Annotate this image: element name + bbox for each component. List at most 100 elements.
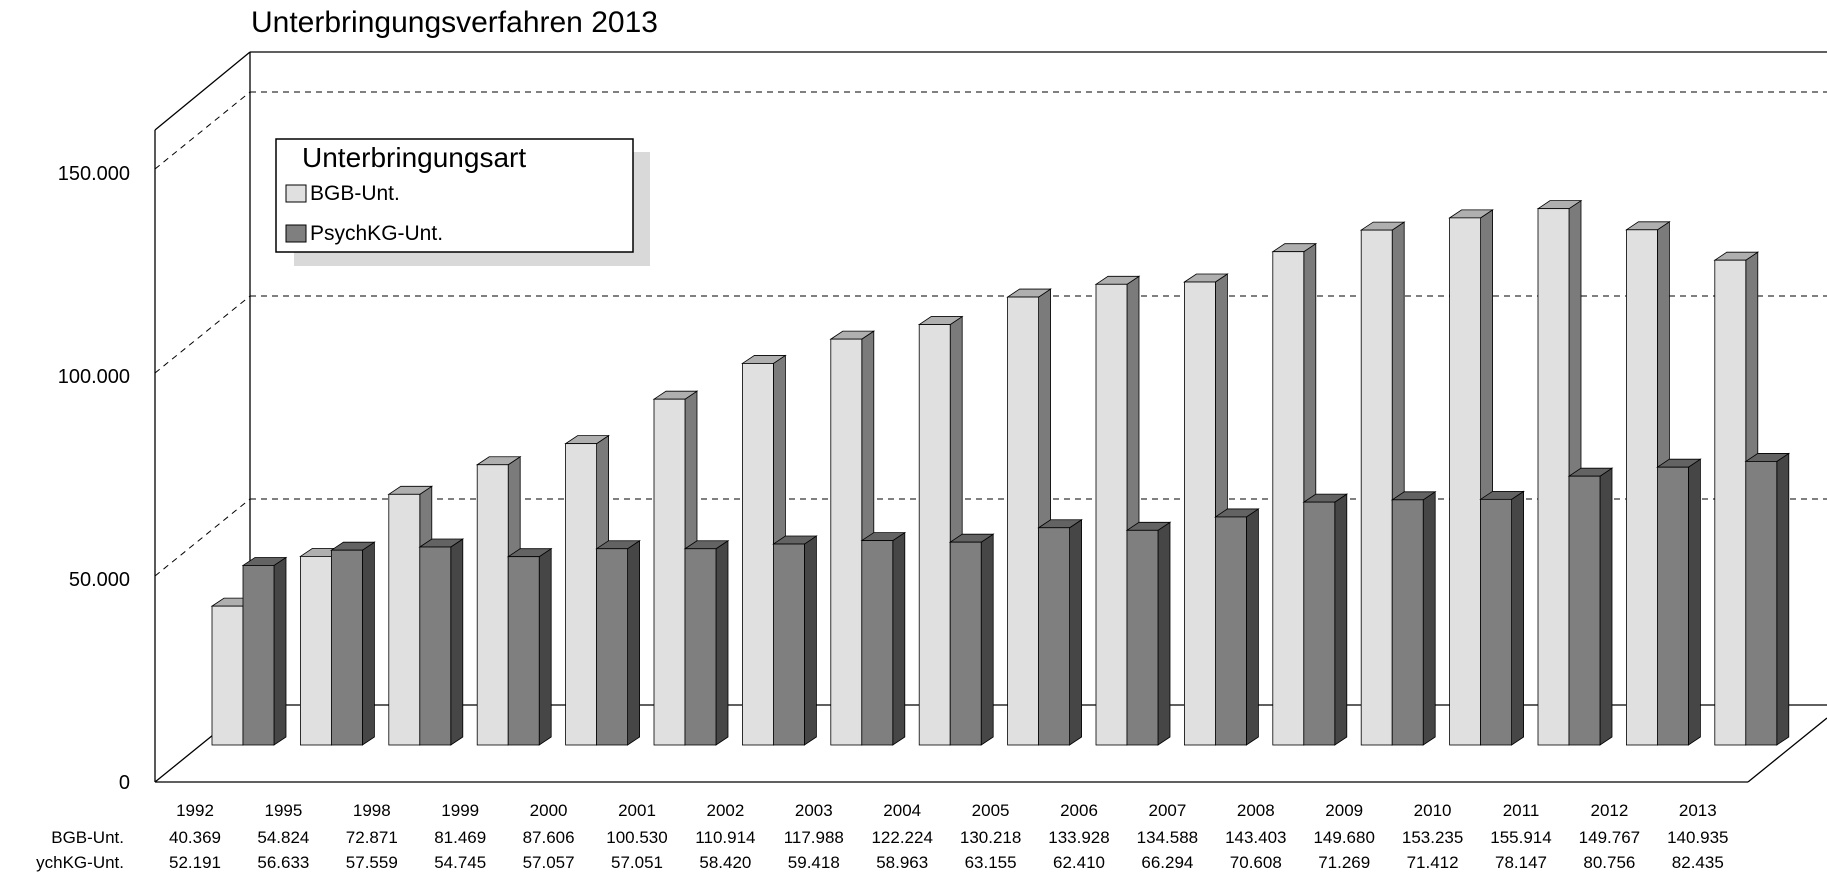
bar-psychkg-2010: [1479, 490, 1525, 746]
table-value: 57.057: [523, 853, 575, 872]
bar-side: [1776, 452, 1790, 746]
table-value: 133.928: [1048, 828, 1109, 847]
bar-front: [1038, 527, 1070, 746]
bar-psychkg-2001: [683, 539, 730, 746]
bar-side: [1334, 493, 1348, 746]
bar-side: [627, 539, 640, 746]
x-tick-label: 1995: [264, 801, 302, 820]
bar-front: [773, 543, 805, 746]
bar-side: [450, 538, 464, 746]
bar-front: [419, 546, 452, 746]
data-table: 1992 40.369 52.191 1995 54.824 56.633 1998 72.8…: [36, 801, 1728, 872]
bar-psychkg-2011: [1567, 467, 1614, 746]
bar-front: [1480, 498, 1512, 746]
legend-swatch-psychkg: [285, 224, 307, 243]
bar-front: [565, 443, 597, 746]
table-value: 52.191: [169, 853, 221, 872]
table-row-label: ychKG-Unt.: [36, 853, 124, 872]
gridline-side: [154, 91, 251, 170]
bar-side: [1511, 490, 1524, 746]
legend-swatch-bgb: [285, 184, 307, 203]
bar-front: [1626, 229, 1658, 746]
bar-side: [1422, 491, 1436, 746]
table-value: 78.147: [1495, 853, 1547, 872]
bar-bgb-2009: [1359, 221, 1406, 746]
table-value: 149.767: [1579, 828, 1640, 847]
bar-front: [918, 324, 951, 746]
bar-side: [980, 533, 994, 746]
bar-psychkg-2012: [1656, 458, 1702, 746]
table-value: 54.745: [434, 853, 486, 872]
bar-side: [1157, 521, 1171, 746]
x-tick-label: 2008: [1237, 801, 1275, 820]
y-tick-label: 150.000: [58, 163, 130, 185]
bars: [210, 199, 1791, 746]
x-tick-label: 2001: [618, 801, 656, 820]
table-value: 72.871: [346, 828, 398, 847]
table-value: 82.435: [1672, 853, 1724, 872]
bar-side: [273, 556, 287, 746]
bar-front: [653, 398, 686, 746]
gridline-side: [154, 498, 251, 577]
x-tick-label: 2000: [530, 801, 568, 820]
table-value: 56.633: [257, 853, 309, 872]
bar-psychkg-2002: [772, 535, 818, 746]
table-value: 117.988: [784, 828, 844, 847]
bar-front: [299, 556, 332, 746]
bar-psychkg-2004: [948, 533, 995, 746]
bar-front: [830, 338, 863, 746]
table-value: 71.412: [1407, 853, 1459, 872]
bar-side: [538, 547, 552, 746]
table-value: 153.235: [1402, 828, 1463, 847]
bar-front: [1272, 251, 1305, 746]
table-value: 81.469: [434, 828, 486, 847]
x-tick-label: 2003: [795, 801, 833, 820]
bar-front: [1537, 208, 1570, 746]
x-tick-label: 2002: [706, 801, 744, 820]
floor-right-edge: [1747, 717, 1827, 783]
x-tick-label: 2012: [1590, 801, 1628, 820]
bar-side: [804, 535, 817, 746]
bar-side: [1246, 508, 1259, 746]
bar-front: [949, 541, 982, 746]
bar-psychkg-1995: [330, 541, 376, 746]
table-row-label: BGB-Unt.: [51, 828, 124, 847]
legend: Unterbringungsart BGB-Unt. PsychKG-Unt.: [275, 138, 650, 266]
bar-front: [1184, 281, 1216, 746]
x-tick-label: 2011: [1503, 801, 1540, 820]
table-value: 70.608: [1230, 853, 1282, 872]
bar-front: [330, 549, 363, 746]
bar-front: [1215, 516, 1247, 746]
x-tick-label: 1998: [353, 801, 391, 820]
bar-psychkg-2007: [1214, 508, 1260, 746]
table-value: 143.403: [1225, 828, 1286, 847]
table-value: 80.756: [1583, 853, 1635, 872]
bar-side: [892, 531, 906, 746]
x-tick-label: 2005: [972, 801, 1010, 820]
table-value: 66.294: [1141, 853, 1193, 872]
table-value: 87.606: [523, 828, 575, 847]
legend-label-bgb: BGB-Unt.: [310, 182, 400, 205]
y-axis-ticks: 0 50.000 100.000 150.000: [58, 163, 130, 794]
legend-box: [275, 138, 634, 253]
table-value: 63.155: [965, 853, 1017, 872]
table-value: 130.218: [960, 828, 1021, 847]
bar-bgb-2004: [917, 315, 964, 746]
bar-front: [1360, 229, 1393, 746]
bar-side: [1069, 518, 1082, 746]
x-tick-label: 2013: [1679, 801, 1717, 820]
bar-front: [1657, 466, 1689, 746]
x-tick-label: 2009: [1325, 801, 1363, 820]
table-value: 62.410: [1053, 853, 1105, 872]
bar-front: [211, 605, 244, 746]
bar-psychkg-1992: [241, 556, 288, 746]
bar-front: [507, 556, 540, 746]
bar-psychkg-2003: [860, 531, 907, 746]
x-tick-label: 1999: [441, 801, 479, 820]
x-tick-label: 2006: [1060, 801, 1098, 820]
table-value: 149.680: [1313, 828, 1374, 847]
bar-side: [361, 541, 375, 746]
bar-front: [1007, 296, 1039, 746]
table-value: 40.369: [169, 828, 221, 847]
